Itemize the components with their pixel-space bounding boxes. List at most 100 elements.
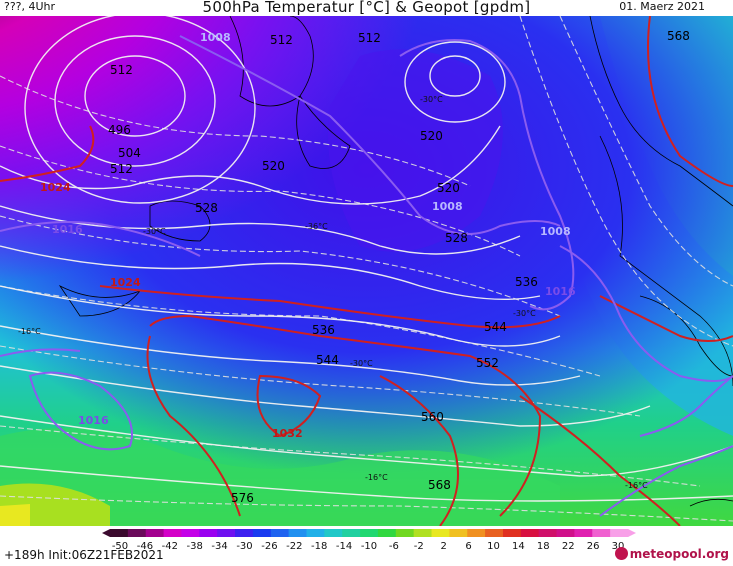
geopot-label: 504 <box>118 146 141 160</box>
colorbar-tick-label: 26 <box>587 541 600 552</box>
geopot-label: 536 <box>312 323 335 337</box>
pressure-labels: 1024 1016 1024 1032 1016 1008 1008 1016 … <box>40 31 576 440</box>
weather-map[interactable]: 512 512 512 496 504 512 520 528 520 520 … <box>0 16 733 526</box>
colorbar-swatch <box>377 529 397 537</box>
colorbar-tick-label: 6 <box>465 541 471 552</box>
run-info: +189h Init:06Z21FEB2021 <box>4 548 164 562</box>
colorbar-swatch <box>610 529 629 537</box>
colorbar-swatch <box>485 529 504 537</box>
colorbar-tick-label: 14 <box>512 541 525 552</box>
location-time-label: ???, 4Uhr <box>4 0 56 13</box>
colorbar-tick-label: -42 <box>162 541 178 552</box>
colorbar-swatch <box>431 529 450 537</box>
colorbar-min-arrow <box>102 529 110 537</box>
geopot-label: 528 <box>445 231 468 245</box>
colorbar-swatch <box>360 529 379 537</box>
colorbar-swatch <box>538 529 558 537</box>
temp-label: -16°C <box>18 327 41 336</box>
colorbar-swatch <box>306 529 325 537</box>
footer: -50 -46 -42 -38 -34 -30 -26 -22 -18 -14 -10 -6 -2 2 6 1… <box>0 526 733 566</box>
colorbar-tick-label: -14 <box>336 541 352 552</box>
colorbar-swatch <box>127 529 147 537</box>
colorbar: -50 -46 -42 -38 -34 -30 -26 -22 -18 -14 -10 -6 -2 2 6 1… <box>102 529 636 552</box>
colorbar-tick-label: -38 <box>187 541 203 552</box>
geopot-label: 512 <box>110 162 133 176</box>
colorbar-swatch <box>163 529 182 537</box>
colorbar-tick-label: 10 <box>487 541 500 552</box>
colorbar-tick-label: -50 <box>112 541 128 552</box>
colorbar-swatch <box>145 529 165 537</box>
colorbar-swatch <box>556 529 575 537</box>
geopot-label: 552 <box>476 356 499 370</box>
pressure-label: 1024 <box>40 181 71 194</box>
colorbar-tick-label: -10 <box>361 541 377 552</box>
temp-label: -16°C <box>365 473 388 482</box>
geopot-label: 512 <box>270 33 293 47</box>
colorbar-tick-label: 18 <box>537 541 550 552</box>
colorbar-swatch <box>449 529 468 537</box>
colorbar-tick-label: 2 <box>441 541 447 552</box>
colorbar-swatch <box>342 529 361 537</box>
southwest-hot-spot <box>0 504 30 526</box>
temp-label: -30°C <box>143 227 166 236</box>
forecast-hour: +189h <box>4 548 45 562</box>
temp-label: -30°C <box>420 95 443 104</box>
geopot-label: 496 <box>108 123 131 137</box>
pressure-label: 1032 <box>272 427 303 440</box>
geopot-label: 520 <box>437 181 460 195</box>
chart-title: 500hPa Temperatur [°C] & Geopot [gpdm] <box>202 0 531 16</box>
colorbar-tick-label: -6 <box>389 541 399 552</box>
colorbar-tick-label: -2 <box>414 541 424 552</box>
colorbar-tick-label: -26 <box>261 541 277 552</box>
colorbar-max-arrow <box>628 529 636 537</box>
pressure-contours <box>0 16 733 526</box>
colorbar-swatch <box>235 529 254 537</box>
temperature-labels: -30°C -30°C -36°C -16°C -30°C -30°C -16°… <box>18 95 648 490</box>
coastlines <box>58 16 733 507</box>
colorbar-tick-label: -30 <box>236 541 252 552</box>
colorbar-swatch <box>181 529 200 537</box>
pressure-label: 1016 <box>78 414 109 427</box>
isotherms <box>0 16 733 522</box>
pressure-label: 1008 <box>200 31 231 44</box>
geopot-label: 512 <box>358 31 381 45</box>
colorbar-swatch <box>467 529 486 537</box>
colorbar-tick-label: -22 <box>286 541 302 552</box>
colorbar-swatch <box>217 529 236 537</box>
colorbar-ticks: -50 -46 -42 -38 -34 -30 -26 -22 -18 -14 -10 -6 -2 2 6 1… <box>112 541 625 552</box>
pressure-label: 1008 <box>432 200 463 213</box>
pressure-label: 1016 <box>52 223 83 236</box>
init-time: Init:06Z21FEB2021 <box>48 548 164 562</box>
logo-icon <box>614 547 628 560</box>
colorbar-swatch <box>110 529 129 537</box>
geopot-label: 560 <box>421 410 444 424</box>
geopot-label: 520 <box>262 159 285 173</box>
colorbar-swatch <box>592 529 611 537</box>
logo-text: meteopool.org <box>629 547 729 561</box>
geopot-label: 568 <box>667 29 690 43</box>
geopotential-contours <box>0 16 733 502</box>
pressure-label: 1016 <box>545 285 576 298</box>
geopot-label: 512 <box>110 63 133 77</box>
temp-label: -36°C <box>305 222 328 231</box>
colorbar-swatch <box>520 529 540 537</box>
geopot-label: 520 <box>420 129 443 143</box>
colorbar-swatch <box>574 529 593 537</box>
geopot-label: 528 <box>195 201 218 215</box>
colorbar-tick-label: 30 <box>612 541 625 552</box>
colorbar-tick-label: -46 <box>137 541 153 552</box>
colorbar-swatch <box>502 529 522 537</box>
meteopool-logo[interactable]: meteopool.org <box>614 547 729 561</box>
date-label: 01. Maerz 2021 <box>619 0 705 13</box>
colorbar-tick-label: -34 <box>211 541 227 552</box>
colorbar-swatch <box>413 529 433 537</box>
geopot-label: 544 <box>316 353 339 367</box>
colorbar-swatch <box>395 529 415 537</box>
colorbar-swatches <box>102 529 636 537</box>
pressure-label: 1024 <box>110 276 141 289</box>
colorbar-swatch <box>252 529 272 537</box>
geopot-label: 536 <box>515 275 538 289</box>
pressure-label: 1008 <box>540 225 571 238</box>
geopot-label: 576 <box>231 491 254 505</box>
colorbar-tick-label: -18 <box>311 541 327 552</box>
